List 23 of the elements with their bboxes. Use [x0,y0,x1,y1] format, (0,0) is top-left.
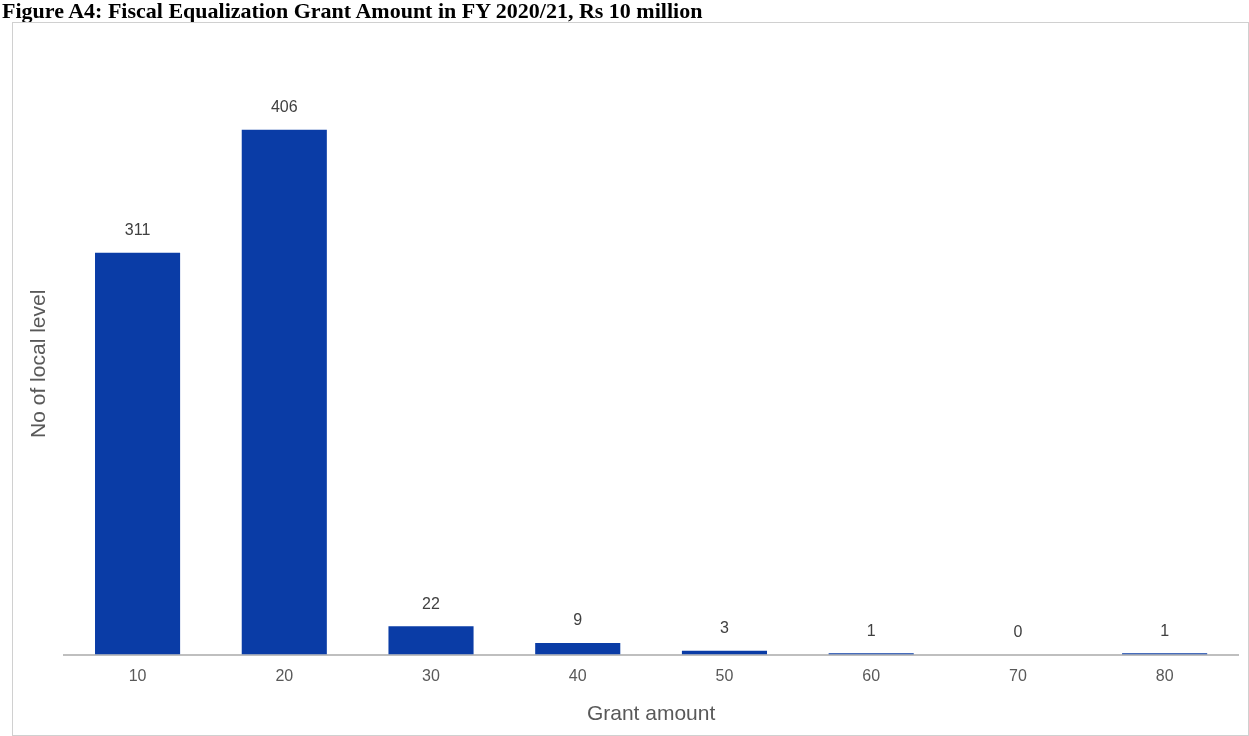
data-label: 0 [1013,623,1023,641]
x-tick-label: 60 [862,666,881,684]
y-axis-title: No of local level [26,289,50,438]
bar [95,252,181,655]
x-tick-label: 20 [275,666,294,684]
bar [388,626,474,655]
data-label: 1 [866,621,876,639]
x-axis-title: Grant amount [586,701,716,725]
data-label: 1 [1160,621,1170,639]
bar [535,642,621,655]
data-label: 3 [720,619,730,637]
x-tick-label: 70 [1009,666,1027,684]
data-label: 406 [270,98,298,116]
data-label: 22 [422,594,441,612]
x-tick-label: 80 [1155,666,1174,684]
x-tick-label: 50 [715,666,734,684]
x-tick-label: 30 [422,666,441,684]
data-label: 311 [124,221,151,239]
x-tick-label: 40 [568,666,587,684]
x-tick-label: 10 [128,666,147,684]
bar [241,129,327,655]
chart-title: Figure A4: Fiscal Equalization Grant Amount in FY 2020/21, Rs 10 million [1,0,704,23]
data-label: 9 [573,611,583,629]
